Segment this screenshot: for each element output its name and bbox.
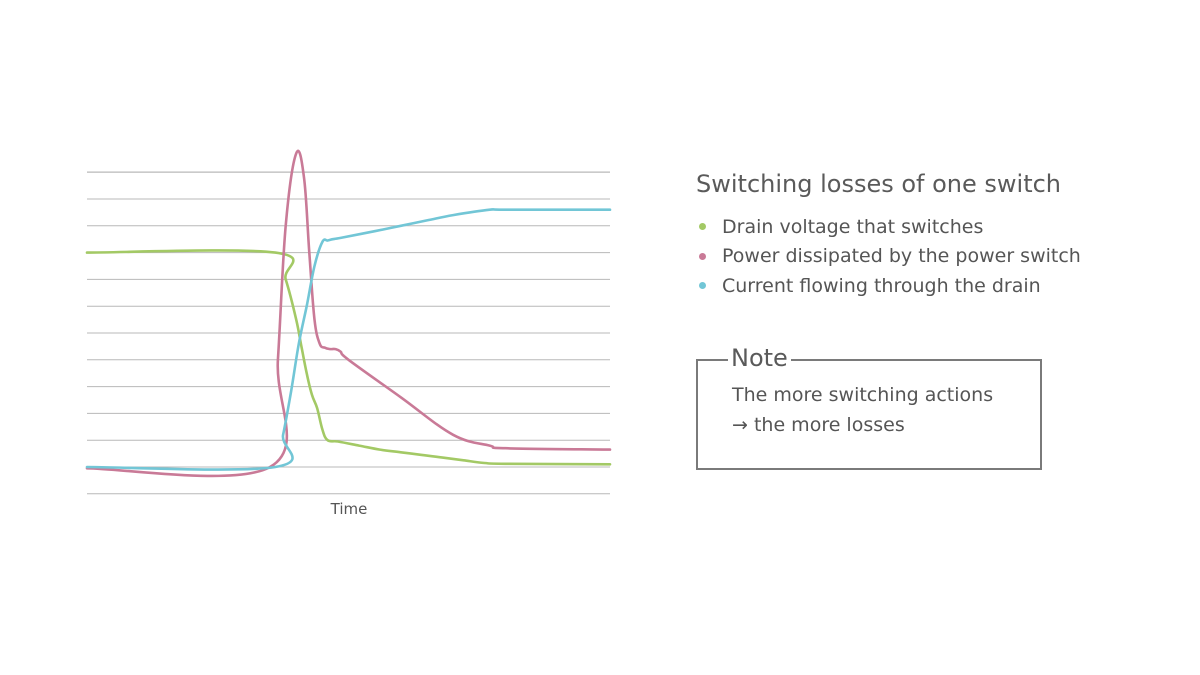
legend-item-current: Current flowing through the drain: [696, 271, 1176, 301]
legend-dot-icon: [699, 282, 706, 290]
legend-item-drain-voltage: Drain voltage that switches: [696, 212, 1176, 242]
legend-item-power: Power dissipated by the power switch: [696, 242, 1176, 272]
legend-panel: Switching losses of one switch Drain vol…: [696, 170, 1176, 301]
legend-dot-icon: [699, 252, 706, 260]
note-line-1: The more switching actions: [732, 384, 994, 406]
series-lines: [85, 149, 612, 478]
grid: [87, 171, 610, 495]
note-line-2: → the more losses: [732, 414, 905, 436]
note-title: Note: [728, 343, 791, 373]
legend-label: Drain voltage that switches: [722, 215, 984, 238]
note-box: Note The more switching actions → the mo…: [696, 343, 1042, 470]
series-line-drain-voltage: [85, 249, 612, 466]
legend-label: Power dissipated by the power switch: [722, 245, 1081, 268]
series-line-current: [85, 208, 612, 471]
x-axis-label: Time: [330, 500, 368, 518]
legend-dot-icon: [699, 223, 706, 231]
panel-title: Switching losses of one switch: [696, 170, 1062, 198]
series-line-power: [85, 149, 612, 478]
chart: [85, 149, 612, 495]
legend-label: Current flowing through the drain: [722, 274, 1041, 297]
legend: Drain voltage that switches Power dissip…: [696, 212, 1176, 301]
